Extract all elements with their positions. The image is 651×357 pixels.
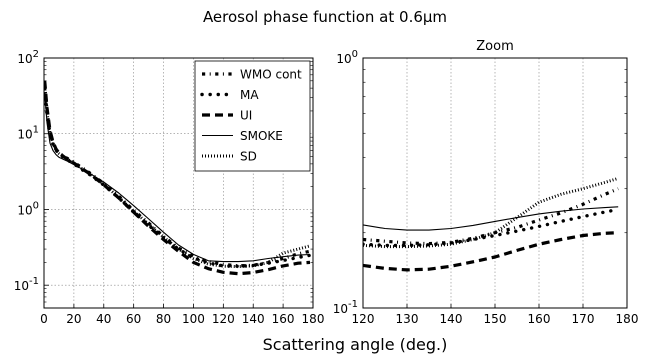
x-tick-label: 160: [272, 312, 295, 326]
x-tick-label: 170: [572, 312, 595, 326]
x-axis-label: Scattering angle (deg.): [263, 335, 448, 354]
x-tick-label: 20: [66, 312, 81, 326]
series-group: [44, 80, 312, 276]
y-tick-label: 10-1: [333, 299, 358, 316]
figure-title-unit: μm: [423, 8, 447, 26]
legend-label-ui: UI: [240, 109, 252, 123]
x-tick-label: 130: [396, 312, 419, 326]
right-panel: 120 130 140 150 160 170 180 100 10-1: [333, 49, 639, 326]
series-group: [363, 176, 620, 272]
x-tick-label: 100: [182, 312, 205, 326]
x-tick-label: 80: [156, 312, 171, 326]
series-line-wmo-cont: [363, 187, 619, 246]
x-tick-label: 120: [212, 312, 235, 326]
legend-box: [194, 60, 311, 172]
x-tick-label: 150: [484, 312, 507, 326]
legend-label-ma: MA: [240, 88, 259, 102]
legend: WMO cont MA UI SMOKE SD: [194, 60, 311, 172]
series-line-smoke: [44, 92, 311, 263]
x-tick-label: 40: [96, 312, 111, 326]
axes-frame: [43, 57, 314, 309]
figure-title: Aerosol phase function at 0.6μm: [203, 8, 447, 26]
x-tick-label: 0: [40, 312, 48, 326]
y-tick-label: 102: [17, 49, 39, 66]
y-tick-label: 100: [336, 49, 358, 66]
y-tick-label: 101: [17, 125, 39, 142]
y-tick-label: 10-1: [14, 276, 39, 293]
plot-area: [363, 58, 627, 308]
figure-title-prefix: Aerosol phase function at 0.6: [203, 8, 423, 26]
series-line-ui: [363, 231, 619, 272]
x-tick-label: 140: [440, 312, 463, 326]
left-panel: 0 20 40 60 80 100 120 140 160 180 102 101 100 10-1 WMO…: [14, 49, 325, 326]
legend-label-smoke: SMOKE: [240, 129, 283, 143]
x-tick-label: 180: [302, 312, 325, 326]
legend-label-sd: SD: [240, 150, 257, 164]
series-line-smoke: [363, 206, 619, 231]
x-tick-label: 140: [242, 312, 265, 326]
x-tick-label: 160: [528, 312, 551, 326]
x-tick-label: 60: [126, 312, 141, 326]
zoom-panel-title: Zoom: [476, 39, 513, 54]
legend-label-wmo-cont: WMO cont: [240, 68, 302, 82]
y-tick-label: 100: [17, 200, 39, 217]
axes-frame: [362, 57, 628, 309]
x-tick-label: 120: [352, 312, 375, 326]
x-tick-label: 180: [616, 312, 639, 326]
